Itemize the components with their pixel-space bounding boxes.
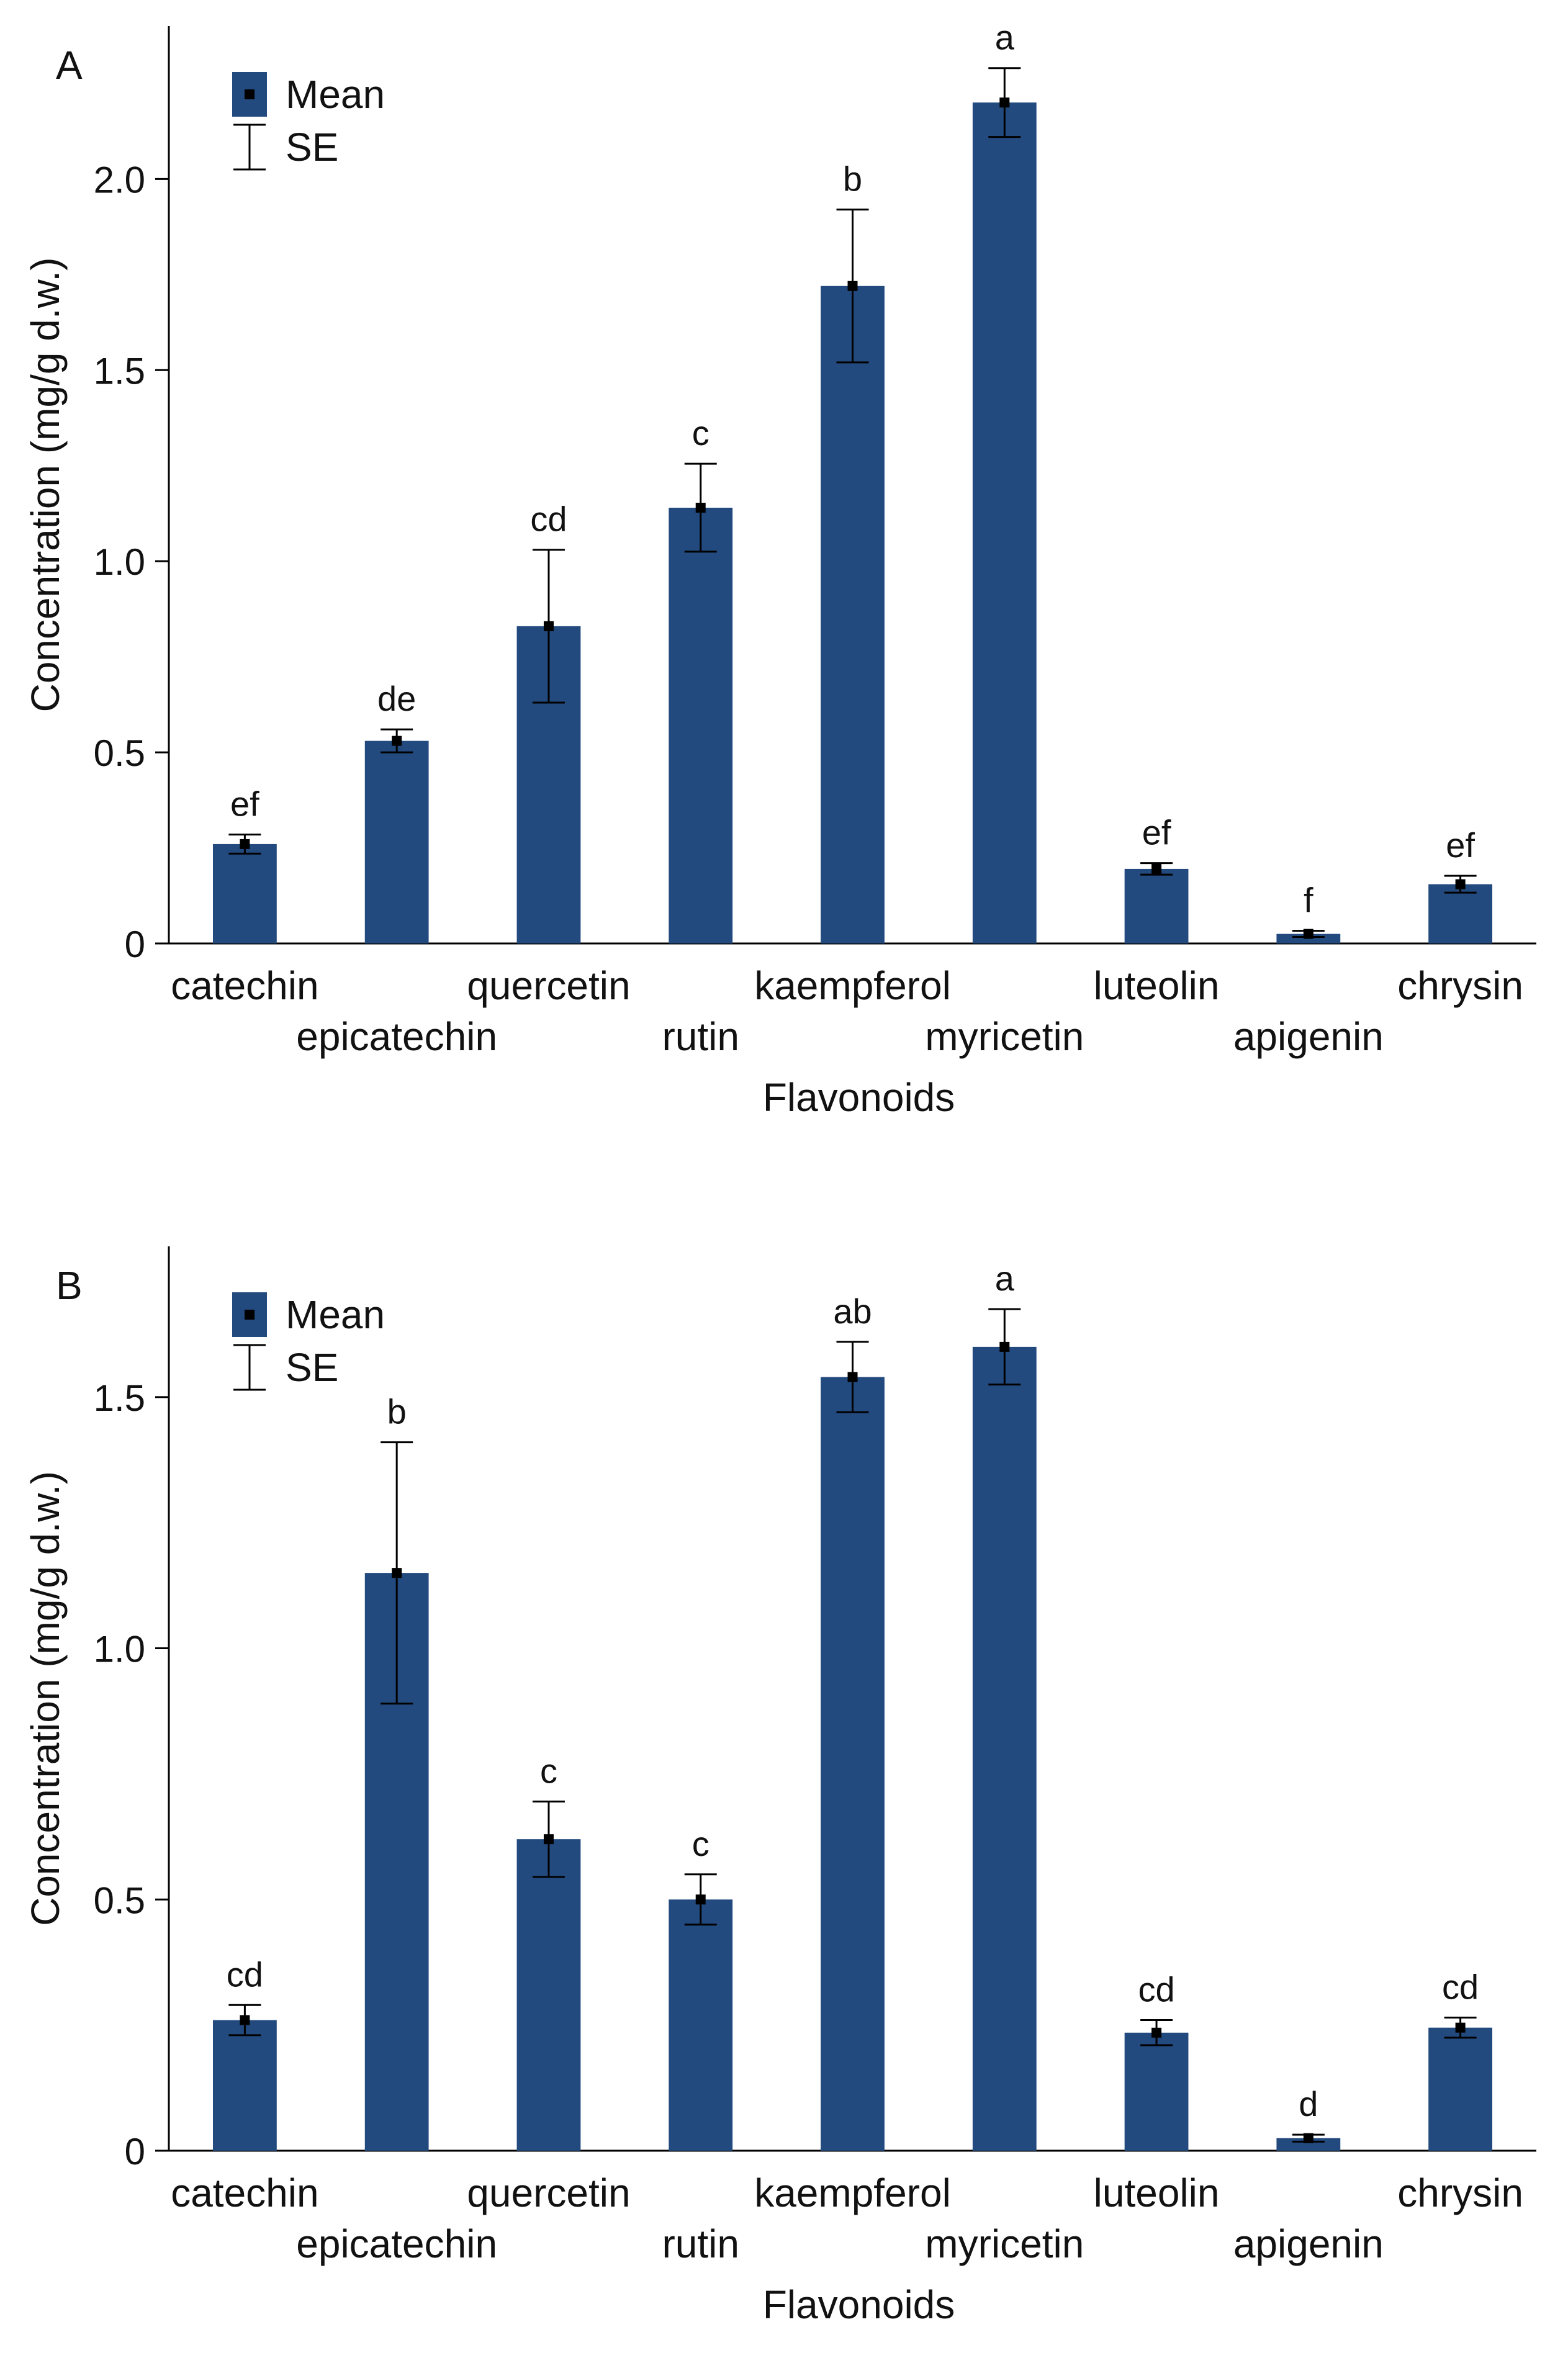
mean-marker bbox=[1303, 929, 1313, 939]
mean-marker bbox=[1303, 2133, 1313, 2143]
legend: Mean SE bbox=[232, 72, 385, 171]
x-tick-label: catechin bbox=[171, 963, 318, 1008]
y-axis-title: Concentration (mg/g d.w.) bbox=[23, 1471, 68, 1926]
mean-marker bbox=[392, 736, 402, 746]
x-tick-label: chrysin bbox=[1397, 963, 1523, 1008]
x-tick-label: catechin bbox=[171, 2171, 318, 2215]
significance-letter: b bbox=[387, 1392, 407, 1431]
legend-se-label: SE bbox=[286, 125, 338, 169]
significance-letter: ef bbox=[230, 784, 259, 823]
mean-marker bbox=[1151, 863, 1162, 874]
x-tick-label: quercetin bbox=[467, 2171, 630, 2215]
significance-letter: de bbox=[377, 679, 416, 718]
legend-se-label: SE bbox=[286, 1345, 338, 1390]
bar bbox=[1428, 884, 1493, 943]
significance-letter: a bbox=[995, 1259, 1015, 1298]
x-tick-label: apigenin bbox=[1233, 1014, 1384, 1059]
y-tick-label: 1.5 bbox=[94, 1377, 145, 1419]
x-tick-label: kaempferol bbox=[754, 2171, 951, 2215]
panel-label: B bbox=[56, 1263, 83, 1308]
significance-letter: ef bbox=[1142, 813, 1171, 852]
mean-marker bbox=[999, 1341, 1010, 1352]
bar bbox=[212, 2020, 277, 2151]
bar bbox=[364, 740, 429, 943]
mean-marker bbox=[543, 621, 554, 631]
y-tick-label: 0 bbox=[125, 2131, 145, 2172]
bar bbox=[516, 1839, 581, 2151]
significance-letter: c bbox=[540, 1751, 557, 1790]
y-tick-label: 1.5 bbox=[94, 350, 145, 392]
bar bbox=[972, 102, 1037, 944]
y-tick-label: 0 bbox=[125, 924, 145, 965]
y-tick-label: 1.0 bbox=[94, 1629, 145, 1670]
chart-panel-a: A 0 0.5 1.0 1.5 2.0 Concentration (mg/g d.w.) e… bbox=[23, 18, 1536, 1120]
significance-letter: ab bbox=[833, 1292, 872, 1331]
bar bbox=[821, 286, 885, 944]
x-tick-label: rutin bbox=[662, 1014, 739, 1059]
legend-mean-marker bbox=[245, 1310, 255, 1320]
significance-letter: f bbox=[1304, 881, 1313, 920]
x-tick-label: luteolin bbox=[1094, 963, 1220, 1008]
bar bbox=[821, 1377, 885, 2151]
x-tick-label: epicatechin bbox=[296, 2221, 497, 2266]
bar bbox=[669, 507, 733, 943]
bar bbox=[212, 844, 277, 943]
x-tick-label: myricetin bbox=[925, 1014, 1084, 1059]
x-tick-label: apigenin bbox=[1233, 2221, 1384, 2266]
significance-letter: cd bbox=[1138, 1970, 1174, 2009]
y-axis-title: Concentration (mg/g d.w.) bbox=[23, 258, 68, 713]
significance-letter: d bbox=[1299, 2084, 1318, 2123]
x-tick-label: kaempferol bbox=[754, 963, 951, 1008]
significance-letter: a bbox=[995, 18, 1015, 57]
mean-marker bbox=[1151, 2027, 1162, 2038]
bar bbox=[669, 1899, 733, 2151]
x-tick-label: rutin bbox=[662, 2221, 739, 2266]
x-tick-label: luteolin bbox=[1094, 2171, 1220, 2215]
significance-letter: c bbox=[692, 413, 710, 452]
x-tick-label: epicatechin bbox=[296, 1014, 497, 1059]
bar bbox=[972, 1346, 1037, 2151]
x-axis-title: Flavonoids bbox=[763, 2282, 955, 2327]
bar bbox=[1124, 2032, 1189, 2151]
mean-marker bbox=[240, 2015, 250, 2025]
mean-marker bbox=[847, 281, 858, 291]
significance-letter: b bbox=[843, 160, 862, 199]
x-tick-label: quercetin bbox=[467, 963, 630, 1008]
panel-label: A bbox=[56, 43, 83, 88]
bar bbox=[1428, 2027, 1493, 2151]
significance-letter: cd bbox=[227, 1955, 263, 1994]
significance-letter: c bbox=[692, 1824, 710, 1863]
mean-marker bbox=[240, 839, 250, 849]
y-tick-label: 0.5 bbox=[94, 1879, 145, 1921]
mean-marker bbox=[1455, 879, 1466, 889]
significance-letter: cd bbox=[530, 500, 567, 539]
legend-mean-label: Mean bbox=[286, 72, 385, 117]
x-tick-label: myricetin bbox=[925, 2221, 1084, 2266]
y-tick-label: 0.5 bbox=[94, 732, 145, 774]
significance-letter: ef bbox=[1446, 826, 1475, 865]
x-axis-title: Flavonoids bbox=[763, 1075, 955, 1120]
mean-marker bbox=[1455, 2022, 1466, 2033]
mean-marker bbox=[695, 1894, 706, 1905]
legend-mean-marker bbox=[245, 89, 255, 99]
legend-mean-label: Mean bbox=[286, 1292, 385, 1337]
mean-marker bbox=[543, 1834, 554, 1845]
bar bbox=[1124, 868, 1189, 943]
x-tick-label: chrysin bbox=[1397, 2171, 1523, 2215]
y-tick-label: 2.0 bbox=[94, 159, 145, 200]
mean-marker bbox=[847, 1372, 858, 1382]
mean-marker bbox=[695, 502, 706, 513]
y-tick-label: 1.0 bbox=[94, 541, 145, 583]
mean-marker bbox=[392, 1568, 402, 1578]
significance-letter: cd bbox=[1442, 1967, 1479, 2006]
mean-marker bbox=[999, 97, 1010, 108]
legend: Mean SE bbox=[232, 1292, 385, 1391]
